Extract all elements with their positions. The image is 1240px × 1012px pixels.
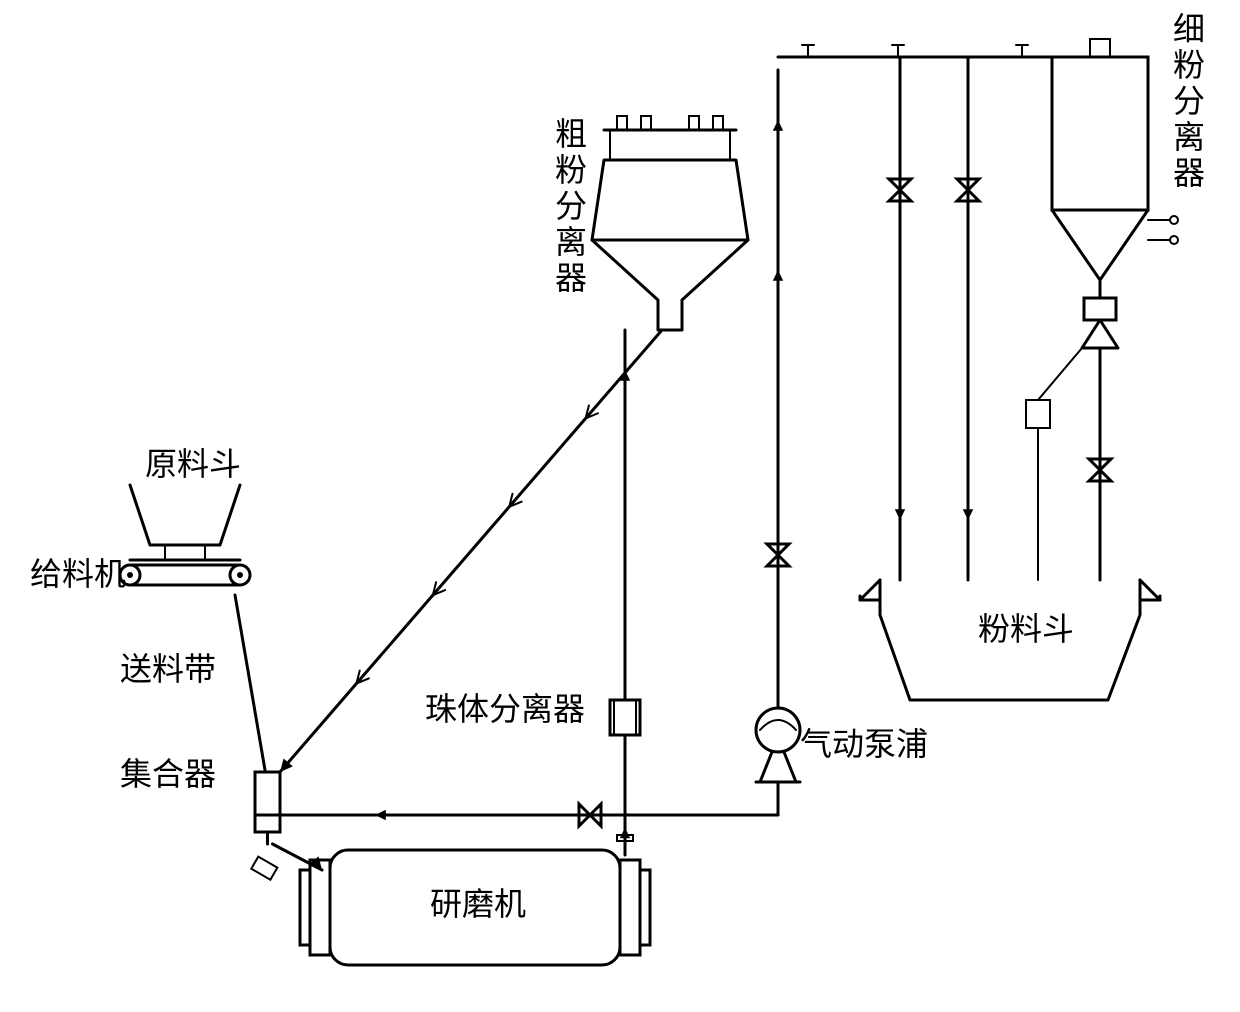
svg-text:集合器: 集合器: [120, 756, 216, 792]
svg-text:粉: 粉: [1173, 47, 1205, 83]
svg-text:分: 分: [1173, 83, 1205, 119]
svg-text:给料机: 给料机: [30, 556, 126, 592]
svg-text:离: 离: [555, 224, 587, 260]
svg-text:研磨机: 研磨机: [430, 886, 526, 922]
svg-text:器: 器: [555, 260, 587, 296]
svg-text:粉: 粉: [555, 152, 587, 188]
svg-text:细: 细: [1173, 11, 1205, 47]
svg-text:送料带: 送料带: [120, 651, 216, 687]
svg-text:粉料斗: 粉料斗: [978, 611, 1074, 647]
svg-text:分: 分: [555, 188, 587, 224]
svg-text:离: 离: [1173, 119, 1205, 155]
svg-text:原料斗: 原料斗: [145, 446, 241, 482]
svg-text:珠体分离器: 珠体分离器: [425, 691, 585, 727]
svg-text:气动泵浦: 气动泵浦: [800, 726, 928, 762]
svg-text:粗: 粗: [555, 116, 587, 152]
svg-text:器: 器: [1173, 155, 1205, 191]
